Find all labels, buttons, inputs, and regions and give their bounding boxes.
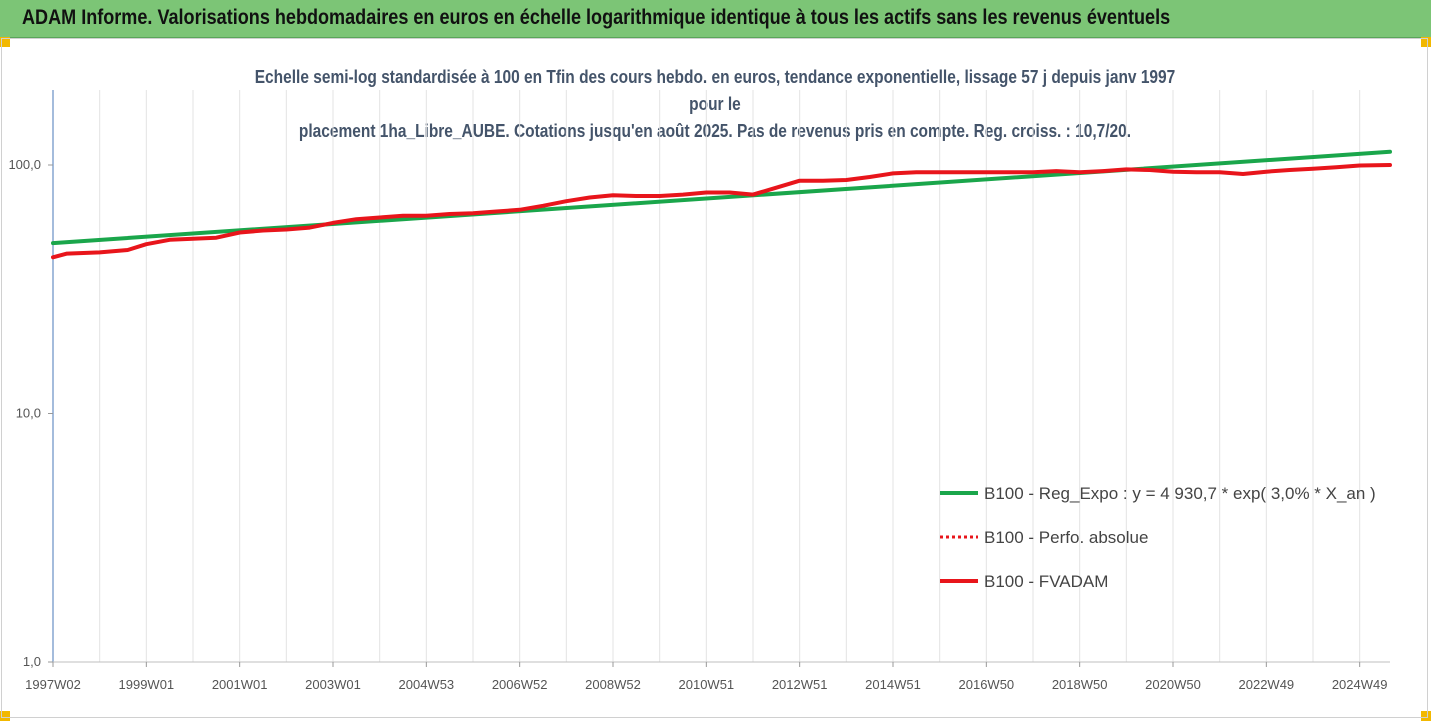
y-tick-label: 100,0 — [8, 157, 41, 172]
series-line-fvadam — [51, 163, 1392, 260]
x-tick-label: 2012W51 — [772, 677, 828, 692]
corner-marker-bottom-left — [0, 711, 10, 721]
legend-label: B100 - FVADAM — [984, 572, 1108, 591]
x-tick-label: 1997W02 — [25, 677, 81, 692]
x-tick-label: 2008W52 — [585, 677, 641, 692]
chart-title-line-2: placement 1ha_Libre_AUBE. Cotations jusq… — [298, 121, 1132, 141]
x-tick-label: 1999W01 — [119, 677, 175, 692]
x-tick-label: 2004W53 — [399, 677, 455, 692]
corner-marker-bottom-right — [1421, 711, 1431, 721]
report-header: ADAM Informe. Valorisations hebdomadaire… — [0, 0, 1431, 38]
x-tick-label: 2020W50 — [1145, 677, 1201, 692]
x-tick-label: 2016W50 — [959, 677, 1015, 692]
axis-layer: 100,0 10,0 1,0 1997W02 1999W01 2001W01 2003W01… — [8, 90, 1390, 692]
x-tick-label: 2014W51 — [865, 677, 921, 692]
x-tick-label: 2003W01 — [305, 677, 361, 692]
x-tick-label: 2022W49 — [1239, 677, 1295, 692]
series-line-reg_expo — [51, 149, 1392, 246]
x-tick-label: 2018W50 — [1052, 677, 1108, 692]
legend: B100 - Reg_Expo : y = 4 930,7 * exp( 3,0… — [940, 484, 1376, 591]
x-tick-label: 2006W52 — [492, 677, 548, 692]
series-layer — [51, 149, 1392, 260]
x-tick-label: 2001W01 — [212, 677, 268, 692]
corner-marker-right — [1421, 37, 1431, 47]
y-tick-label: 1,0 — [23, 654, 41, 669]
chart-title-line-1: Echelle semi-log standardisée à 100 en T… — [254, 67, 1176, 114]
grid-layer — [99, 90, 1361, 662]
chart-frame — [1, 38, 1428, 718]
x-tick-label: 2024W49 — [1332, 677, 1388, 692]
legend-label: B100 - Reg_Expo : y = 4 930,7 * exp( 3,0… — [984, 484, 1376, 503]
y-tick-label: 10,0 — [16, 406, 41, 421]
x-tick-label: 2010W51 — [679, 677, 735, 692]
report-title: ADAM Informe. Valorisations hebdomadaire… — [22, 6, 1171, 29]
chart-title: Echelle semi-log standardisée à 100 en T… — [238, 64, 1193, 145]
corner-marker-left — [0, 37, 10, 47]
legend-label: B100 - Perfo. absolue — [984, 528, 1148, 547]
